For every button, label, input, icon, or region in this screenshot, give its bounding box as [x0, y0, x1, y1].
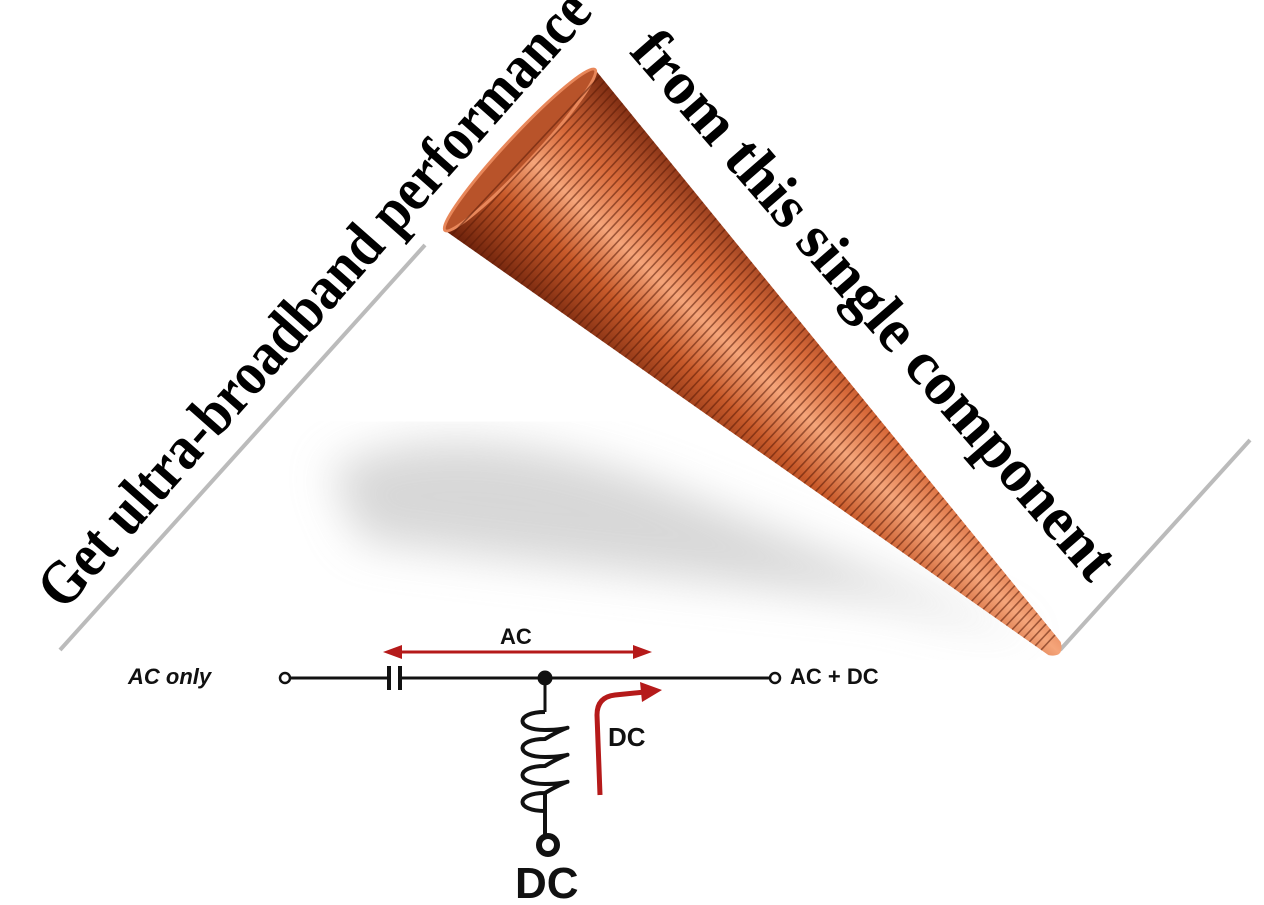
lead-wire — [60, 245, 425, 650]
advertisement: Get ultra-broadband performance from thi… — [0, 0, 1264, 905]
arrow-head — [640, 682, 662, 702]
output-label: AC + DC — [790, 664, 879, 689]
schematic — [280, 666, 780, 854]
terminal — [280, 673, 290, 683]
ac-label: AC — [500, 624, 532, 649]
dc-port-label: DC — [515, 859, 579, 905]
dc-arrow-label: DC — [608, 722, 646, 752]
arrow-head — [633, 645, 652, 659]
input-label: AC only — [127, 664, 213, 689]
terminal — [770, 673, 780, 683]
terminal — [539, 836, 557, 854]
arrow-head — [383, 645, 402, 659]
